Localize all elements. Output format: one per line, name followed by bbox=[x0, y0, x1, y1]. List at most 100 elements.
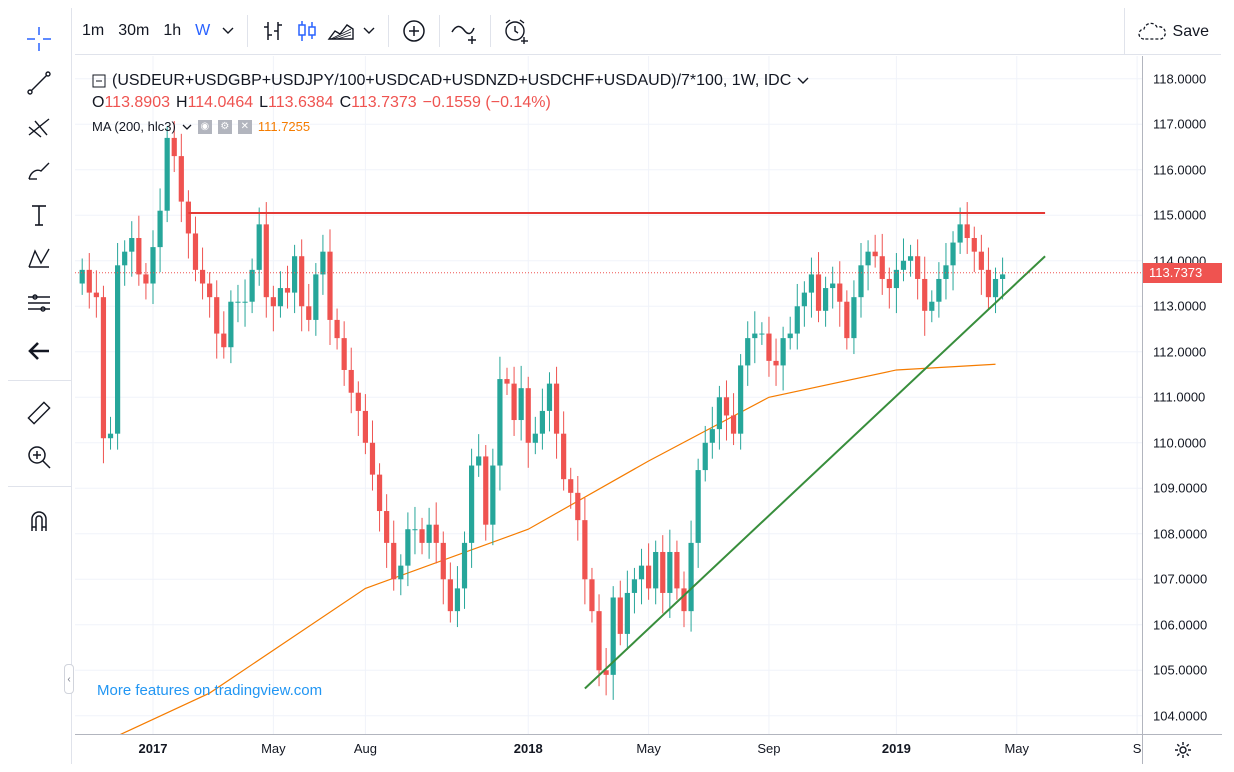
candle-body bbox=[738, 365, 744, 434]
candle-body bbox=[907, 256, 914, 261]
candle-body bbox=[369, 442, 376, 475]
candle-body bbox=[270, 297, 276, 307]
bar-style-icon[interactable] bbox=[256, 14, 290, 48]
candle-body bbox=[355, 392, 361, 411]
candle-body bbox=[249, 269, 255, 302]
candle-body bbox=[376, 474, 383, 512]
time-tick-label: Sep bbox=[757, 741, 781, 756]
ma-indicator-row: MA (200, hlc3) ◉ ⚙ ✕ 111.7255 bbox=[92, 116, 809, 138]
zoom-in-icon[interactable] bbox=[22, 440, 56, 474]
gear-icon[interactable] bbox=[1142, 734, 1222, 764]
price-axis[interactable]: 118.0000 117.0000 116.0000 115.0000 114.0000… bbox=[1142, 56, 1222, 734]
candle-body bbox=[759, 333, 765, 335]
time-tick-label: 2017 bbox=[138, 741, 168, 756]
chevron-down-icon[interactable] bbox=[182, 124, 192, 130]
interval-w[interactable]: W bbox=[195, 22, 211, 39]
candle-body bbox=[773, 360, 779, 366]
candle-body bbox=[532, 433, 538, 443]
candle-body bbox=[497, 379, 503, 466]
eye-icon[interactable]: ◉ bbox=[197, 120, 212, 134]
collapse-legend-icon[interactable] bbox=[92, 74, 106, 88]
back-arrow-icon[interactable] bbox=[22, 334, 56, 368]
interval-1m[interactable]: 1m bbox=[82, 22, 105, 39]
candle-body bbox=[129, 238, 135, 252]
time-tick-label: May bbox=[261, 741, 286, 756]
save-button[interactable]: Save bbox=[1123, 8, 1221, 55]
candle-body bbox=[221, 333, 227, 348]
alert-icon[interactable] bbox=[499, 14, 533, 48]
price-tick-label: 110.0000 bbox=[1153, 435, 1207, 451]
ruler-icon[interactable] bbox=[22, 396, 56, 430]
time-axis[interactable]: 2017 May Aug 2018 May Sep 2019 May S bbox=[75, 734, 1142, 764]
candle-body bbox=[582, 520, 588, 580]
indicators-icon[interactable] bbox=[397, 14, 431, 48]
candle-body bbox=[674, 551, 680, 589]
candle-body bbox=[723, 397, 730, 416]
fib-icon[interactable] bbox=[22, 110, 56, 144]
text-icon[interactable] bbox=[22, 198, 56, 232]
price-tick-label: 109.0000 bbox=[1153, 480, 1208, 496]
candle-body bbox=[539, 410, 545, 434]
open-value: 113.8903 bbox=[104, 94, 170, 111]
chevron-down-icon[interactable] bbox=[797, 77, 809, 85]
candle-body bbox=[568, 479, 574, 493]
candle-body bbox=[589, 579, 595, 612]
pattern-icon[interactable] bbox=[22, 242, 56, 276]
candle-body bbox=[313, 274, 319, 320]
candle-body bbox=[327, 251, 333, 320]
gear-icon[interactable]: ⚙ bbox=[217, 120, 232, 134]
measure-tools-icon[interactable] bbox=[22, 286, 56, 320]
high-label: H bbox=[176, 94, 188, 111]
candle-body bbox=[985, 269, 992, 298]
price-tick-label: 112.0000 bbox=[1153, 344, 1207, 360]
symbol-name[interactable]: (USDEUR+USDGBP+USDJPY/100+USDCAD+USDNZD+… bbox=[112, 72, 792, 89]
candle-body bbox=[362, 410, 368, 443]
close-icon[interactable]: ✕ bbox=[237, 120, 252, 134]
interval-1h[interactable]: 1h bbox=[163, 22, 182, 39]
chevron-down-icon[interactable] bbox=[358, 14, 380, 48]
candle-body bbox=[79, 269, 85, 284]
chevron-down-icon[interactable] bbox=[217, 14, 239, 48]
ma-label[interactable]: MA (200, hlc3) bbox=[92, 119, 176, 134]
candle-body bbox=[306, 306, 312, 320]
candle-body bbox=[950, 242, 956, 266]
candle-body bbox=[638, 565, 645, 580]
crosshair-icon[interactable] bbox=[22, 22, 56, 56]
candle-body bbox=[546, 383, 553, 411]
candle-body bbox=[384, 511, 390, 543]
area-style-icon[interactable] bbox=[324, 14, 358, 48]
candle-body bbox=[631, 579, 638, 593]
candle-body bbox=[405, 529, 411, 566]
candle-body bbox=[808, 274, 815, 293]
interval-30m[interactable]: 30m bbox=[118, 22, 150, 39]
high-value: 114.0464 bbox=[187, 94, 254, 111]
candle-style-icon[interactable] bbox=[290, 14, 324, 48]
trend-line-icon[interactable] bbox=[22, 66, 56, 100]
candle-body bbox=[525, 388, 531, 443]
price-tick-label: 117.0000 bbox=[1153, 116, 1207, 132]
candle-body bbox=[596, 611, 602, 671]
chevron-left-icon[interactable]: ‹ bbox=[64, 664, 74, 694]
candle-body bbox=[872, 251, 878, 257]
brush-icon[interactable] bbox=[22, 154, 56, 188]
last-price-label: 113.7373 bbox=[1143, 262, 1222, 283]
candle-body bbox=[440, 542, 446, 580]
candle-body bbox=[433, 524, 439, 543]
candle-body bbox=[277, 288, 284, 307]
candle-body bbox=[199, 269, 206, 284]
magnet-icon[interactable] bbox=[22, 504, 56, 538]
symbol-row: (USDEUR+USDGBP+USDJPY/100+USDCAD+USDNZD+… bbox=[92, 70, 809, 92]
candle-body bbox=[185, 201, 191, 234]
compare-icon[interactable] bbox=[448, 14, 482, 48]
candlestick-chart bbox=[75, 56, 1142, 734]
chart-pane[interactable] bbox=[75, 56, 1142, 734]
top-toolbar: 1m 30m 1h W Sa bbox=[75, 8, 1221, 55]
candle-body bbox=[461, 542, 468, 589]
drawing-toolbar bbox=[8, 8, 72, 764]
candle-body bbox=[823, 288, 829, 311]
candle-body bbox=[419, 529, 425, 543]
candle-body bbox=[780, 338, 786, 366]
candle-body bbox=[553, 383, 560, 434]
tradingview-link[interactable]: More features on tradingview.com bbox=[97, 682, 323, 699]
candle-body bbox=[263, 224, 269, 298]
